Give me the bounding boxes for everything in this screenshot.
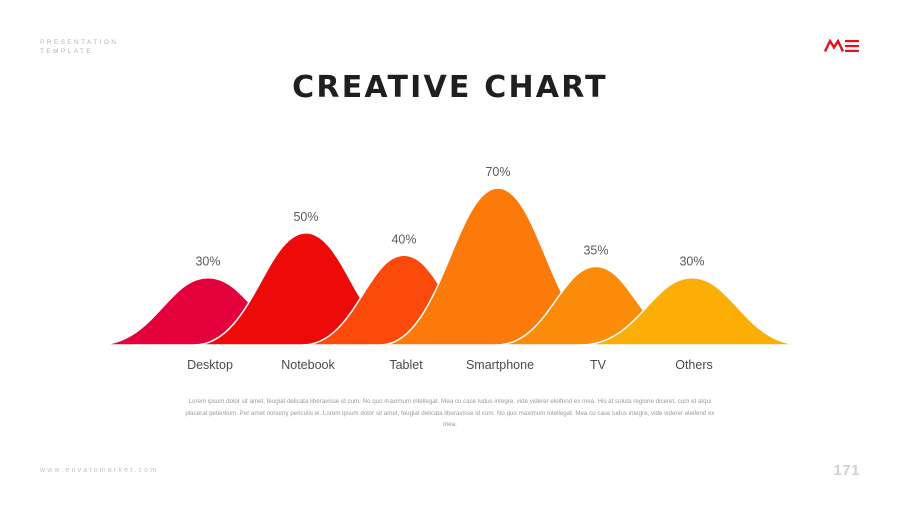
value-label: 35% [583, 244, 608, 258]
template-label: PRESENTATION TEMPLATE [40, 38, 118, 56]
page-number: 171 [833, 462, 860, 479]
template-label-line1: PRESENTATION [40, 39, 119, 46]
value-label: 50% [293, 210, 318, 224]
category-label: Notebook [281, 358, 335, 372]
page-title: CREATIVE CHART [292, 70, 608, 105]
footer-url: www.envatomarket.com [40, 467, 159, 474]
category-label: Desktop [187, 358, 233, 372]
category-label: Tablet [389, 358, 423, 372]
me-logo-icon [824, 39, 859, 53]
creative-chart: 30% 50% 40% 70% 35% 30% Desktop Notebook Tablet S… [95, 165, 805, 372]
mountain-others [579, 276, 805, 346]
value-label: 30% [679, 255, 704, 269]
value-label: 40% [391, 232, 416, 246]
category-label: Others [675, 358, 713, 372]
description-text: Lorem ipsum dolor sit amet, feugiat deli… [185, 398, 715, 428]
category-label: Smartphone [466, 358, 534, 372]
category-label: TV [590, 358, 607, 372]
value-label: 70% [485, 165, 510, 179]
value-label: 30% [195, 255, 220, 269]
template-label-line2: TEMPLATE [40, 48, 94, 55]
